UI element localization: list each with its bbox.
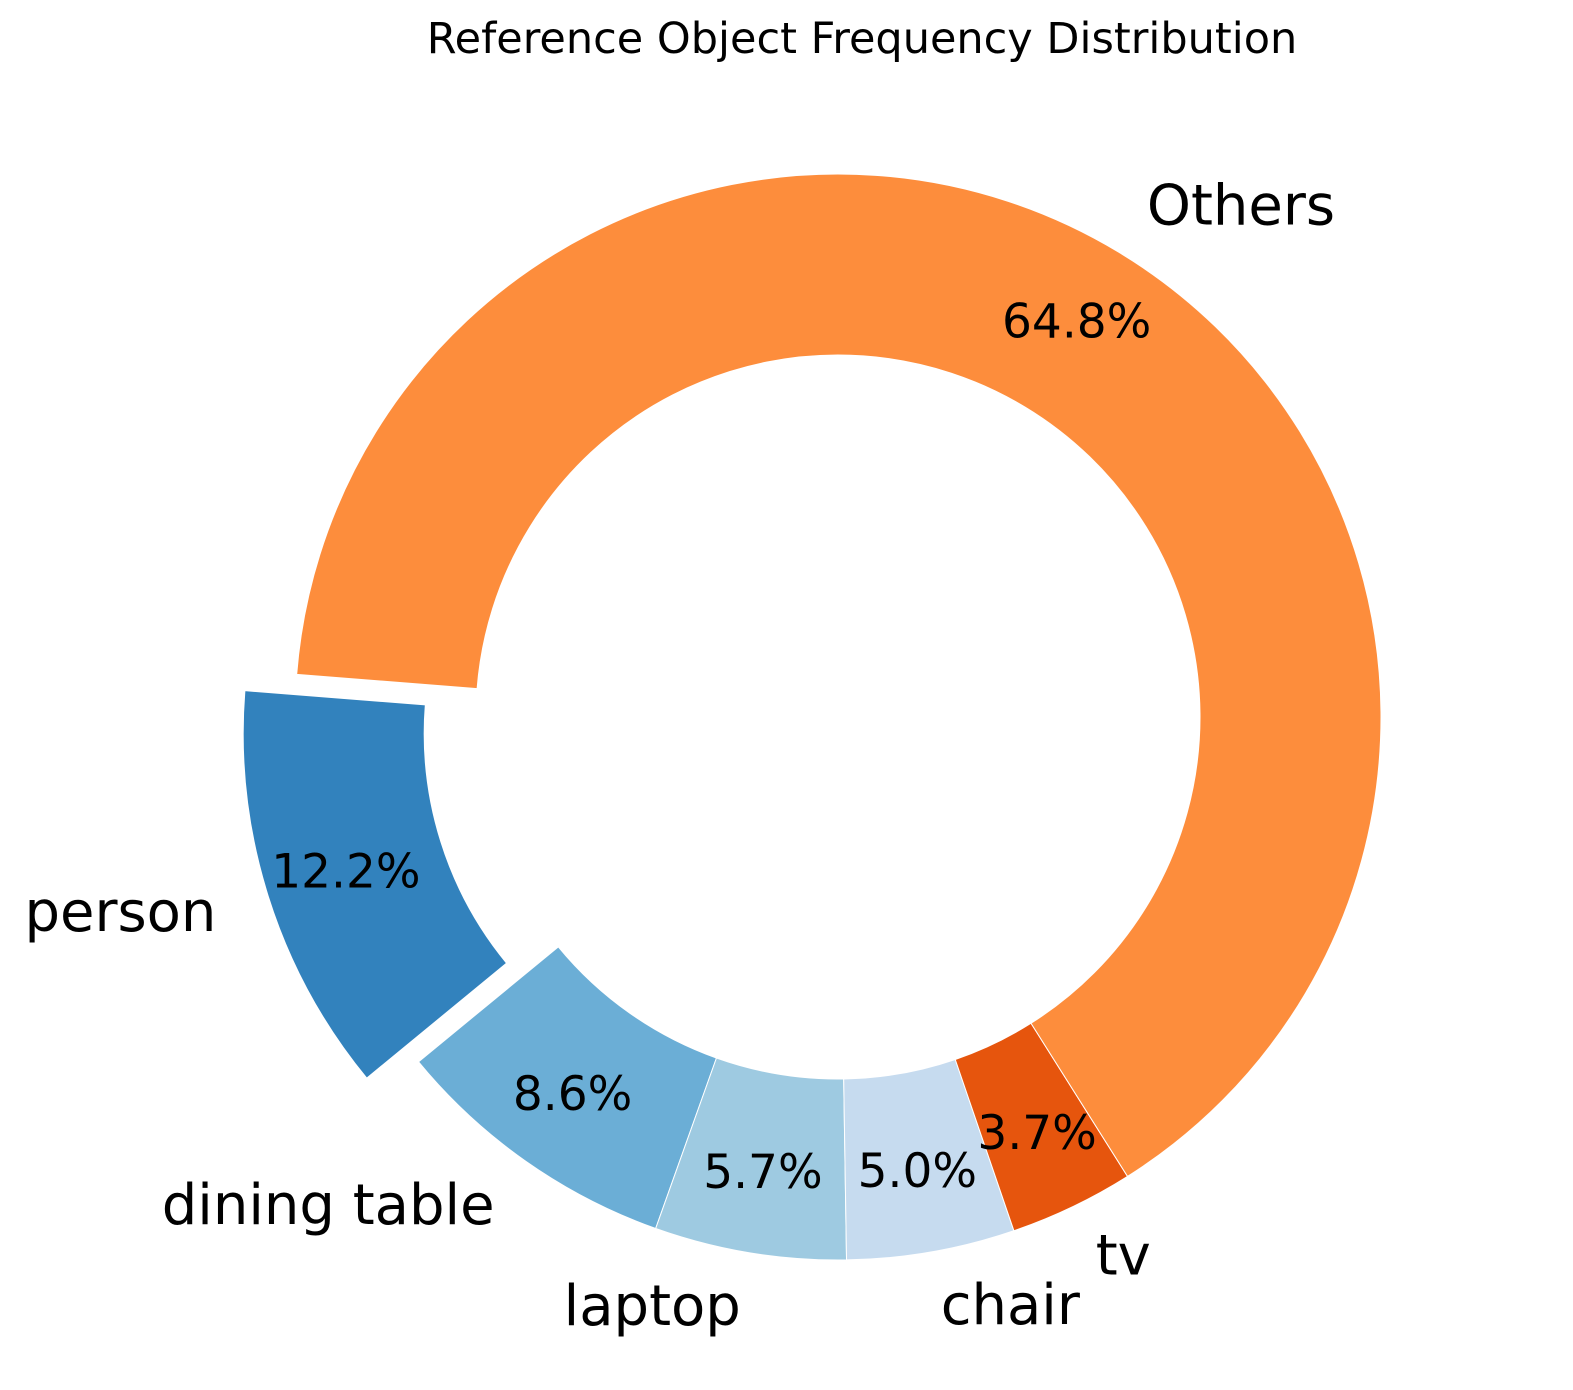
slice-others: [296, 173, 1382, 1178]
label-others: Others: [1147, 173, 1335, 238]
slice-person: [242, 690, 508, 1079]
pct-label-laptop: 5.7%: [703, 1145, 822, 1200]
pct-label-others: 64.8%: [1002, 294, 1151, 349]
pct-label-tv: 3.7%: [977, 1106, 1096, 1161]
label-chair: chair: [941, 1273, 1081, 1338]
label-tv: tv: [1096, 1223, 1151, 1288]
label-laptop: laptop: [564, 1274, 741, 1339]
label-dining-table: dining table: [162, 1173, 495, 1238]
chart-title: Reference Object Frequency Distribution: [426, 14, 1298, 64]
label-person: person: [24, 880, 216, 945]
donut-labels: person 12.2% dining table 8.6% laptop 5.7% cha…: [24, 173, 1335, 1339]
pct-label-chair: 5.0%: [858, 1144, 977, 1199]
donut-slices: [242, 173, 1382, 1261]
pct-label-person: 12.2%: [271, 844, 420, 899]
pct-label-dining-table: 8.6%: [513, 1067, 632, 1122]
